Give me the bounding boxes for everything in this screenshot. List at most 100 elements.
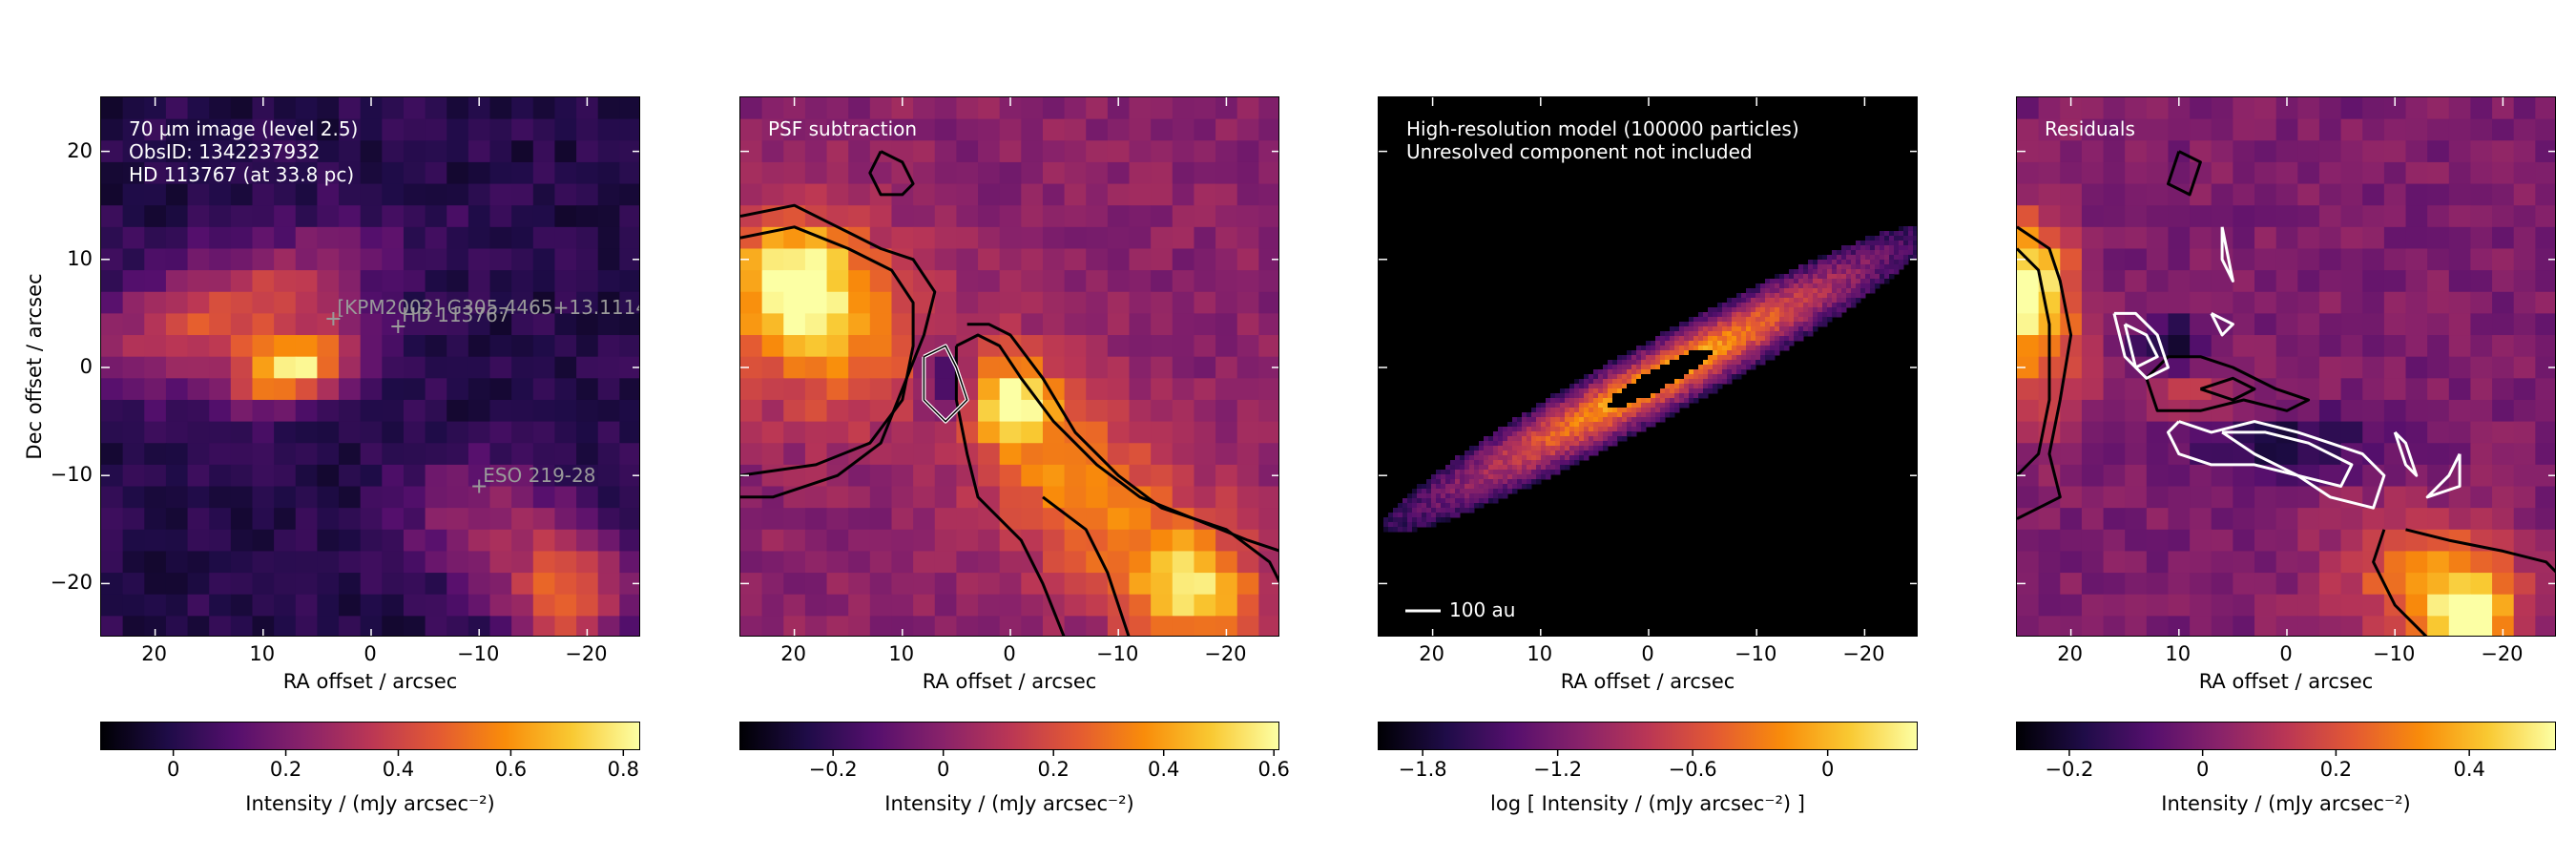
model-pixel bbox=[1445, 470, 1451, 475]
pixel bbox=[783, 421, 806, 444]
model-pixel bbox=[1818, 322, 1823, 327]
model-pixel bbox=[1822, 269, 1828, 275]
pixel bbox=[2470, 291, 2493, 314]
pixel bbox=[761, 248, 784, 271]
pixel bbox=[2362, 508, 2385, 531]
model-pixel bbox=[1536, 460, 1542, 466]
pixel bbox=[403, 205, 426, 228]
model-pixel bbox=[1493, 470, 1499, 475]
pixel bbox=[1151, 616, 1174, 636]
pixel bbox=[619, 356, 639, 379]
colorbar-tick-label: 0 bbox=[166, 758, 180, 781]
model-pixel bbox=[1589, 398, 1594, 404]
model-pixel bbox=[1598, 398, 1604, 404]
pixel bbox=[1151, 443, 1174, 466]
model-pixel bbox=[1846, 293, 1852, 299]
pixel bbox=[1172, 443, 1195, 466]
pixel bbox=[1258, 421, 1278, 444]
model-pixel bbox=[1837, 312, 1842, 318]
model-pixel bbox=[1779, 322, 1785, 327]
model-pixel bbox=[1555, 398, 1561, 404]
pixel bbox=[252, 313, 275, 336]
model-pixel bbox=[1741, 326, 1747, 332]
contour-line bbox=[954, 346, 1066, 636]
model-pixel bbox=[1770, 350, 1776, 356]
model-pixel bbox=[1479, 446, 1485, 451]
model-pixel bbox=[1770, 307, 1776, 313]
model-pixel bbox=[1717, 331, 1723, 337]
pixel bbox=[554, 313, 577, 336]
colorbar-label: Intensity / (mJy arcsec⁻²) bbox=[2161, 792, 2411, 815]
pixel bbox=[339, 464, 362, 488]
pixel bbox=[1086, 248, 1109, 271]
model-pixel bbox=[1665, 355, 1671, 361]
pixel bbox=[101, 183, 124, 206]
model-pixel bbox=[1846, 245, 1852, 251]
model-pixel bbox=[1536, 470, 1542, 475]
pixel bbox=[2254, 270, 2277, 293]
pixel bbox=[783, 356, 806, 379]
panel-annotation: High-resolution model (100000 particles)… bbox=[1406, 117, 1799, 163]
model-pixel bbox=[1498, 474, 1504, 480]
model-pixel bbox=[1703, 355, 1709, 361]
pixel bbox=[1151, 529, 1174, 553]
model-pixel bbox=[1550, 446, 1556, 451]
model-pixel bbox=[1636, 393, 1642, 399]
pixel bbox=[2362, 226, 2385, 250]
model-pixel bbox=[1574, 398, 1580, 404]
model-pixel bbox=[1689, 374, 1694, 380]
model-pixel bbox=[1445, 484, 1451, 490]
model-pixel bbox=[1598, 446, 1604, 451]
pixel bbox=[1042, 183, 1066, 206]
pixel bbox=[1236, 508, 1259, 531]
pixel bbox=[1086, 335, 1109, 358]
pixel bbox=[165, 443, 189, 466]
pixel bbox=[317, 205, 340, 228]
pixel bbox=[1151, 313, 1174, 336]
pixel bbox=[1042, 291, 1066, 314]
pixel bbox=[2535, 443, 2555, 466]
pixel bbox=[1107, 140, 1131, 163]
pixel bbox=[403, 486, 426, 509]
pixel bbox=[382, 573, 405, 596]
pixel bbox=[1086, 291, 1109, 314]
pixel bbox=[447, 421, 469, 444]
pixel bbox=[2297, 529, 2320, 553]
model-pixel bbox=[1832, 293, 1838, 299]
pixel bbox=[101, 291, 124, 314]
pixel bbox=[532, 378, 556, 401]
model-pixel bbox=[1555, 441, 1561, 447]
pixel bbox=[934, 248, 957, 271]
model-pixel bbox=[1555, 393, 1561, 399]
pixel bbox=[532, 486, 556, 509]
model-pixel bbox=[1693, 317, 1699, 323]
pixel bbox=[2038, 508, 2061, 531]
model-pixel bbox=[1660, 403, 1666, 409]
model-pixel bbox=[1727, 360, 1733, 366]
model-pixel bbox=[1875, 274, 1880, 280]
model-pixel bbox=[1693, 365, 1699, 370]
model-pixel bbox=[1717, 326, 1723, 332]
model-pixel bbox=[1612, 379, 1618, 385]
model-pixel bbox=[1608, 427, 1613, 432]
pixel bbox=[295, 573, 318, 596]
model-pixel bbox=[1460, 460, 1465, 466]
model-pixel bbox=[1460, 474, 1465, 480]
model-pixel bbox=[1608, 403, 1613, 409]
pixel bbox=[1064, 616, 1087, 636]
model-pixel bbox=[1641, 422, 1647, 428]
pixel bbox=[1042, 161, 1066, 185]
pixel bbox=[2103, 313, 2126, 336]
model-pixel bbox=[1818, 303, 1823, 308]
model-pixel bbox=[1779, 331, 1785, 337]
pixel bbox=[2081, 313, 2105, 336]
model-pixel bbox=[1636, 408, 1642, 413]
model-pixel bbox=[1880, 255, 1885, 261]
model-pixel bbox=[1527, 474, 1532, 480]
model-pixel bbox=[1727, 336, 1733, 342]
pixel bbox=[1194, 335, 1216, 358]
model-pixel bbox=[1727, 312, 1733, 318]
model-pixel bbox=[1689, 346, 1694, 351]
pixel bbox=[382, 183, 405, 206]
pixel bbox=[2318, 97, 2342, 120]
